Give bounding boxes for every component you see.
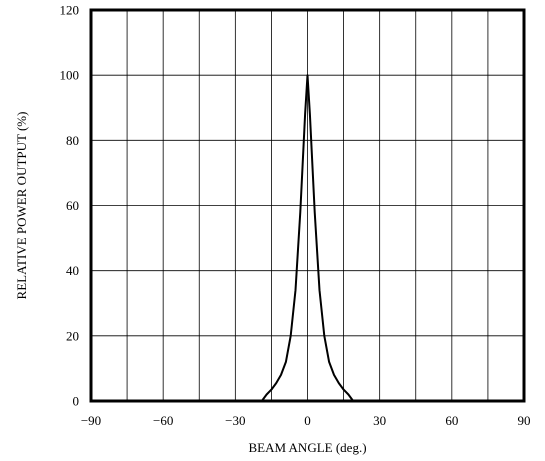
y-tick-label: 0: [73, 394, 80, 409]
grid: [91, 10, 524, 401]
y-tick-label: 20: [66, 328, 79, 343]
x-tick-label: −90: [81, 413, 101, 428]
x-axis-label: BEAM ANGLE (deg.): [248, 440, 366, 455]
x-tick-label: 30: [373, 413, 386, 428]
series-line: [260, 74, 355, 402]
y-tick-label: 120: [60, 3, 80, 18]
x-tick-label: 90: [518, 413, 531, 428]
y-axis-label: RELATIVE POWER OUTPUT (%): [14, 112, 29, 300]
y-tick-label: 100: [60, 68, 80, 83]
y-tick-label: 80: [66, 133, 79, 148]
x-tick-labels: −90 −60 −30 0 30 60 90: [81, 413, 531, 428]
x-tick-label: −60: [153, 413, 173, 428]
y-tick-labels: 0 20 40 60 80 100 120: [60, 3, 80, 409]
x-tick-label: −30: [225, 413, 245, 428]
x-tick-label: 0: [304, 413, 311, 428]
plot-frame: [89, 8, 526, 403]
x-tick-label: 60: [445, 413, 458, 428]
y-tick-label: 60: [66, 198, 79, 213]
y-tick-label: 40: [66, 263, 79, 278]
